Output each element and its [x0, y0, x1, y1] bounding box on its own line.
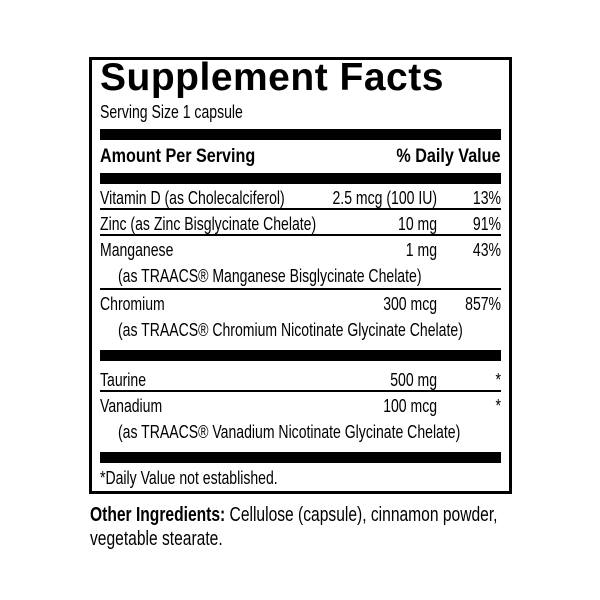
- table-row: Chromium 300 mcg 857% (as TRAACS® Chromium …: [100, 290, 501, 344]
- section-separator-bar: [100, 350, 501, 361]
- footnote: *Daily Value not established.: [100, 466, 501, 490]
- nutrient-daily-value: 91%: [472, 214, 501, 234]
- nutrient-name: Chromium: [100, 294, 165, 314]
- nutrient-daily-value: 43%: [472, 240, 501, 260]
- serving-size: Serving Size 1 capsule: [100, 100, 501, 124]
- facts-rows: Vitamin D (as Cholecalciferol) 2.5 mcg (1…: [100, 184, 501, 446]
- table-row: Taurine 500 mg *: [100, 366, 501, 392]
- header-separator-bar: [100, 129, 501, 140]
- other-ingredients-label: Other Ingredients:: [90, 504, 226, 526]
- table-row: Vitamin D (as Cholecalciferol) 2.5 mcg (1…: [100, 184, 501, 210]
- nutrient-name: Zinc (as Zinc Bisglycinate Chelate): [100, 214, 317, 234]
- nutrient-daily-value: 857%: [465, 294, 501, 314]
- nutrient-daily-value: *: [495, 396, 501, 416]
- footnote-separator-bar: [100, 452, 501, 463]
- footnote-text: *Daily Value not established.: [100, 468, 278, 488]
- supplement-facts-panel: Supplement Facts Serving Size 1 capsule …: [89, 57, 512, 494]
- column-header-bottom-bar: [100, 173, 501, 184]
- other-ingredients-text: Cellulose (capsule), cinnamon powder, ve…: [90, 504, 498, 550]
- nutrient-amount: 1 mg: [405, 240, 437, 260]
- serving-size-text: Serving Size 1 capsule: [100, 102, 243, 122]
- daily-value-header: % Daily Value: [396, 145, 501, 167]
- table-row: Vanadium 100 mcg * (as TRAACS® Vanadium Nic…: [100, 392, 501, 446]
- nutrient-name: Taurine: [100, 370, 147, 390]
- table-row: Zinc (as Zinc Bisglycinate Chelate) 10 mg…: [100, 210, 501, 236]
- table-row: Manganese 1 mg 43% (as TRAACS® Manganese Bi…: [100, 236, 501, 290]
- nutrient-amount: 10 mg: [397, 214, 437, 234]
- nutrient-name: Vanadium: [100, 396, 163, 416]
- amount-per-serving-header: Amount Per Serving: [100, 145, 256, 167]
- nutrient-source: (as TRAACS® Manganese Bisglycinate Chela…: [118, 266, 422, 286]
- panel-title: Supplement Facts: [100, 57, 444, 99]
- nutrient-daily-value: 13%: [472, 188, 501, 208]
- column-header-row: Amount Per Serving % Daily Value: [100, 140, 501, 173]
- other-ingredients: Other Ingredients: Cellulose (capsule), …: [90, 503, 515, 551]
- nutrient-source: (as TRAACS® Chromium Nicotinate Glycinat…: [118, 320, 463, 340]
- nutrient-daily-value: *: [495, 370, 501, 390]
- nutrient-name: Vitamin D (as Cholecalciferol): [100, 188, 285, 208]
- nutrient-amount: 100 mcg: [383, 396, 437, 416]
- nutrient-source: (as TRAACS® Vanadium Nicotinate Glycinat…: [118, 422, 461, 442]
- nutrient-amount: 300 mcg: [383, 294, 437, 314]
- nutrient-name: Manganese: [100, 240, 174, 260]
- nutrient-amount: 2.5 mcg (100 IU): [332, 188, 437, 208]
- nutrient-amount: 500 mg: [390, 370, 437, 390]
